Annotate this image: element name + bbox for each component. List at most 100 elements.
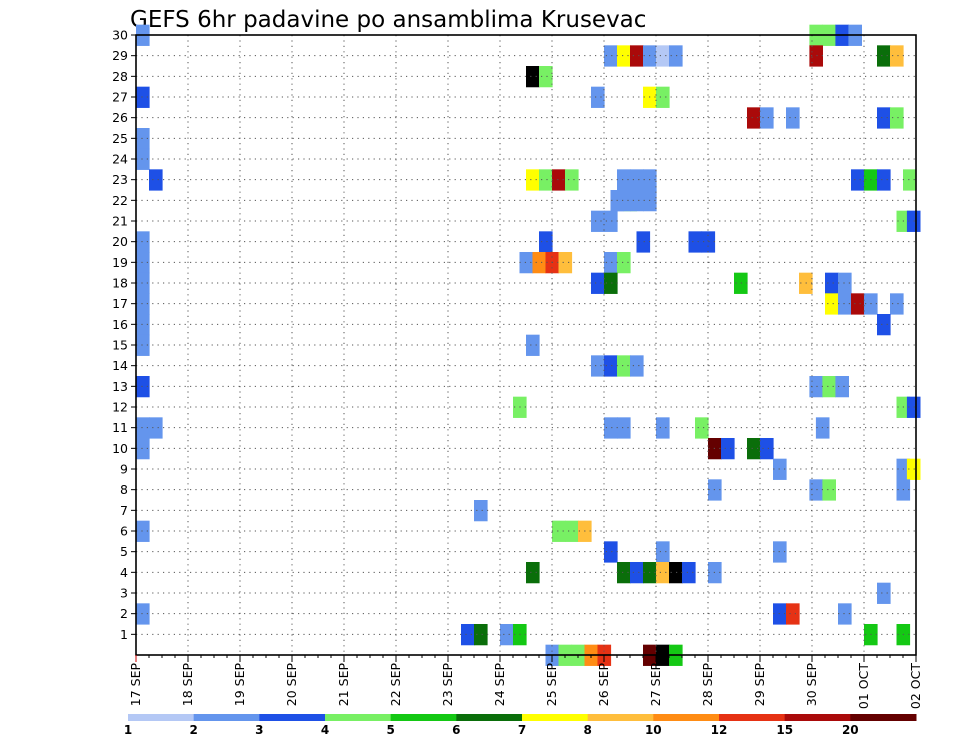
heatmap-cell: [604, 541, 618, 563]
x-tick-label: 21 SEP: [336, 663, 351, 707]
heatmap-cell: [809, 45, 823, 67]
heatmap-cell: [786, 107, 800, 129]
heatmap-cell: [851, 293, 865, 315]
y-tick-label: 1: [120, 627, 128, 642]
heatmap-cell: [526, 334, 540, 356]
colorbar-swatch: [128, 714, 195, 721]
y-tick-label: 22: [112, 193, 128, 208]
colorbar-swatch: [784, 714, 851, 721]
heatmap-cell: [519, 252, 534, 274]
y-tick-label: 10: [112, 441, 128, 456]
heatmap-cell: [604, 45, 618, 67]
heatmap-cell: [604, 417, 618, 439]
x-tick-label: 23 SEP: [440, 663, 455, 707]
heatmap-cell: [474, 624, 488, 646]
heatmap-cell: [591, 272, 605, 294]
heatmap-cell: [688, 231, 703, 253]
y-tick-label: 12: [112, 400, 128, 415]
heatmap-cell: [656, 562, 670, 584]
heatmap-cell: [822, 376, 836, 398]
heatmap-cell: [149, 417, 163, 439]
y-tick-label: 5: [120, 544, 128, 559]
axes: 1234567891011121314151617181920212223242…: [112, 28, 923, 710]
heatmap-cell: [890, 107, 904, 129]
x-tick-label: 28 SEP: [700, 663, 715, 707]
heatmap-cell: [877, 45, 891, 67]
heatmap-cell: [903, 169, 917, 191]
y-tick-label: 23: [112, 172, 128, 187]
colorbar-swatch: [522, 714, 589, 721]
chart-title: GEFS 6hr padavine po ansamblima Krusevac: [130, 7, 646, 33]
heatmap-cell: [136, 334, 150, 356]
heatmap-cell: [786, 603, 800, 625]
heatmap-cells: [136, 24, 921, 666]
heatmap-cell: [747, 107, 761, 129]
x-tick-label: 19 SEP: [232, 663, 247, 707]
heatmap-cell: [552, 169, 566, 191]
heatmap-cell: [539, 231, 553, 253]
heatmap-cell: [532, 252, 547, 274]
heatmap-cell: [136, 231, 150, 253]
y-tick-label: 8: [120, 482, 128, 497]
y-tick-label: 13: [112, 379, 128, 394]
heatmap-cell: [636, 231, 651, 253]
heatmap-cell: [630, 169, 644, 191]
heatmap-cell: [526, 562, 540, 584]
heatmap-cell: [500, 624, 514, 646]
heatmap-cell: [656, 86, 670, 108]
colorbar-swatch: [259, 714, 326, 721]
colorbar-swatch: [456, 714, 523, 721]
y-tick-label: 14: [112, 358, 128, 373]
heatmap-cell: [760, 438, 774, 460]
heatmap-cell: [838, 603, 852, 625]
heatmap-cell: [851, 169, 865, 191]
colorbar-swatch: [719, 714, 786, 721]
heatmap-cell: [604, 355, 618, 377]
heatmap-cell: [747, 438, 761, 460]
x-tick-label: 25 SEP: [544, 663, 559, 707]
heatmap-cell: [565, 169, 579, 191]
heatmap-cell: [136, 520, 150, 542]
colorbar-swatch: [850, 714, 917, 721]
x-tick-label: 26 SEP: [596, 663, 611, 707]
heatmap-cell: [149, 169, 163, 191]
heatmap-cell: [474, 500, 488, 522]
x-tick-label: 02 OCT: [908, 663, 923, 709]
colorbar-label: 4: [321, 723, 329, 737]
heatmap-cell: [136, 376, 150, 398]
heatmap-cell: [136, 293, 150, 315]
colorbar-label: 10: [645, 723, 662, 737]
heatmap-cell: [552, 520, 566, 542]
heatmap-cell: [890, 293, 904, 315]
heatmap-cell: [877, 169, 891, 191]
heatmap-cell: [617, 355, 631, 377]
x-tick-label: 17 SEP: [128, 663, 143, 707]
heatmap-cell: [617, 417, 631, 439]
heatmap-cell: [617, 190, 631, 212]
colorbar-swatch: [587, 714, 654, 721]
heatmap-cell: [656, 45, 670, 67]
colorbar-swatch: [390, 714, 457, 721]
y-tick-label: 17: [112, 296, 128, 311]
y-tick-label: 16: [112, 317, 128, 332]
y-tick-label: 18: [112, 276, 128, 291]
heatmap-cell: [136, 148, 150, 170]
heatmap-cell: [656, 417, 670, 439]
y-tick-label: 2: [120, 606, 128, 621]
heatmap-cell: [526, 66, 540, 88]
heatmap-cell: [617, 252, 631, 274]
x-tick-label: 30 SEP: [804, 663, 819, 707]
y-tick-label: 28: [112, 69, 128, 84]
y-tick-label: 3: [120, 586, 128, 601]
heatmap-cell: [630, 190, 644, 212]
y-tick-label: 19: [112, 255, 128, 270]
heatmap-cell: [701, 231, 716, 253]
heatmap-cell: [682, 562, 696, 584]
heatmap-cell: [822, 479, 836, 501]
y-tick-label: 21: [112, 214, 128, 229]
heatmap-cell: [656, 541, 670, 563]
heatmap-cell: [591, 355, 605, 377]
heatmap-cell: [136, 603, 150, 625]
heatmap-cell: [136, 86, 150, 108]
heatmap-cell: [630, 562, 644, 584]
